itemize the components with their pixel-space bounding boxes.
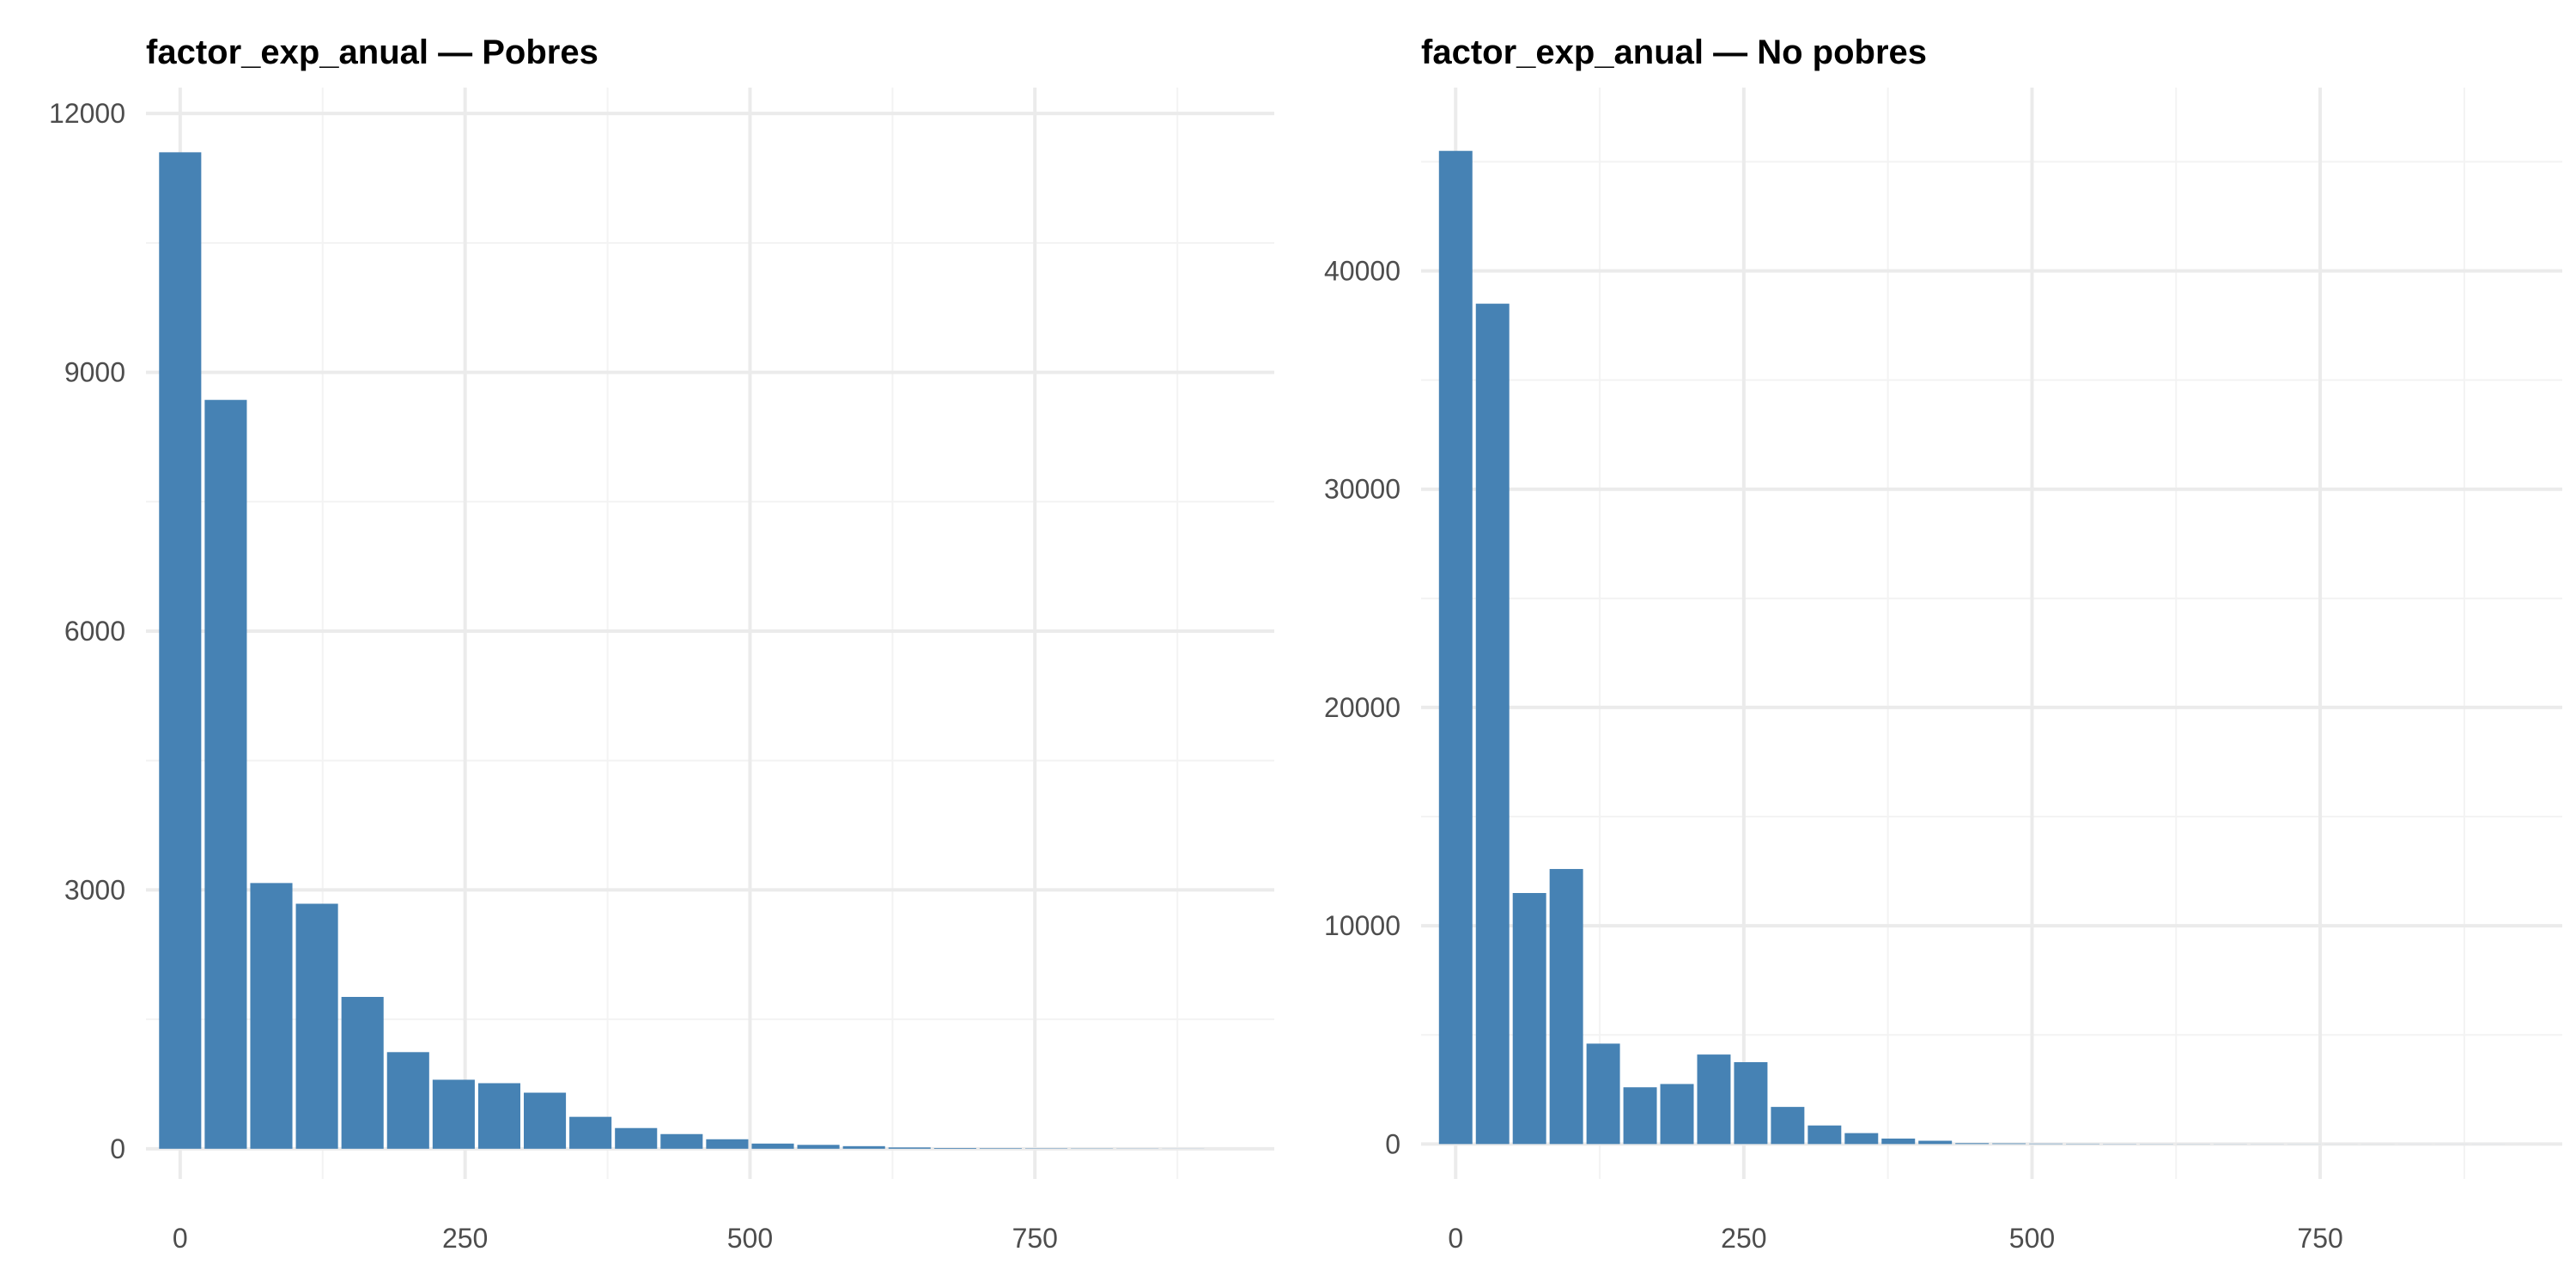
x-tick-label: 250 (442, 1223, 488, 1254)
histogram-bar (2029, 1143, 2063, 1145)
histogram-bar (888, 1147, 931, 1149)
x-tick-label: 750 (2297, 1223, 2342, 1254)
histogram-bar (1660, 1084, 1694, 1145)
histogram-bar (204, 399, 247, 1149)
histogram-bar (660, 1133, 703, 1149)
histogram-bar (1549, 869, 1583, 1145)
histogram-bar (569, 1116, 612, 1149)
x-tick-label: 250 (1721, 1223, 1766, 1254)
chart-no-pobres: 0 10000 20000 30000 40000 0 250 500 750 factor_… (1324, 33, 2562, 1254)
histogram-bar (615, 1127, 658, 1149)
histogram-bar (1475, 303, 1510, 1145)
histogram-bar (1992, 1143, 2026, 1145)
histogram-bar (1844, 1133, 1879, 1145)
x-tick-label: 0 (1448, 1223, 1463, 1254)
y-tick-label: 10000 (1324, 910, 1400, 941)
histogram-bar (842, 1145, 885, 1149)
bars (159, 152, 1205, 1149)
histogram-bar (1734, 1062, 1768, 1145)
y-axis-ticks: 0 10000 20000 30000 40000 (1324, 256, 1400, 1160)
histogram-bar (979, 1148, 1022, 1149)
chart-title: factor_exp_anual — Pobres (146, 33, 598, 71)
y-tick-label: 40000 (1324, 256, 1400, 287)
histogram-bar (1512, 892, 1546, 1145)
histogram-bar (1438, 150, 1473, 1145)
bars (1438, 150, 2506, 1145)
histogram-bar (341, 996, 384, 1149)
histogram-bar (1955, 1143, 1990, 1145)
y-tick-label: 3000 (64, 874, 125, 905)
y-tick-label: 20000 (1324, 692, 1400, 723)
panel-pobres: 0 3000 6000 9000 12000 0 250 500 750 factor_exp… (49, 33, 1274, 1254)
histogram-bar (1623, 1087, 1657, 1145)
y-axis-ticks: 0 3000 6000 9000 12000 (49, 98, 125, 1164)
x-tick-label: 0 (173, 1223, 188, 1254)
histogram-bar (295, 903, 338, 1149)
histogram-bar (1807, 1125, 1842, 1145)
histogram-bar (1918, 1140, 1953, 1145)
histogram-bar (1697, 1054, 1731, 1145)
histogram-bar (1771, 1107, 1805, 1145)
histogram-bar (706, 1139, 749, 1149)
chart-title: factor_exp_anual — No pobres (1421, 33, 1927, 71)
histogram-bar (751, 1143, 794, 1149)
y-tick-label: 30000 (1324, 474, 1400, 505)
x-axis-ticks: 0 250 500 750 (173, 1223, 1058, 1254)
x-tick-label: 500 (727, 1223, 773, 1254)
y-tick-label: 0 (1385, 1128, 1400, 1159)
histogram-bar (386, 1052, 429, 1149)
x-tick-label: 750 (1012, 1223, 1058, 1254)
x-axis-ticks: 0 250 500 750 (1448, 1223, 2342, 1254)
histogram-bar (250, 883, 293, 1149)
histogram-bar (797, 1145, 840, 1149)
y-tick-label: 12000 (49, 98, 125, 129)
histogram-bar (1586, 1043, 1620, 1145)
histogram-bar (432, 1079, 475, 1149)
x-tick-label: 500 (2009, 1223, 2055, 1254)
chart-pobres: 0 3000 6000 9000 12000 0 250 500 750 factor_exp… (49, 33, 1274, 1254)
grid-lines (1421, 88, 2562, 1179)
histogram-bar (1881, 1138, 1916, 1145)
y-tick-label: 6000 (64, 616, 125, 647)
histogram-bar (524, 1092, 567, 1149)
histogram-bar (933, 1148, 976, 1149)
y-tick-label: 9000 (64, 357, 125, 388)
histogram-bar (477, 1083, 520, 1149)
histogram-bar (159, 152, 202, 1149)
panel-no-pobres: 0 10000 20000 30000 40000 0 250 500 750 factor_… (1288, 0, 2576, 1288)
y-tick-label: 0 (110, 1133, 125, 1164)
